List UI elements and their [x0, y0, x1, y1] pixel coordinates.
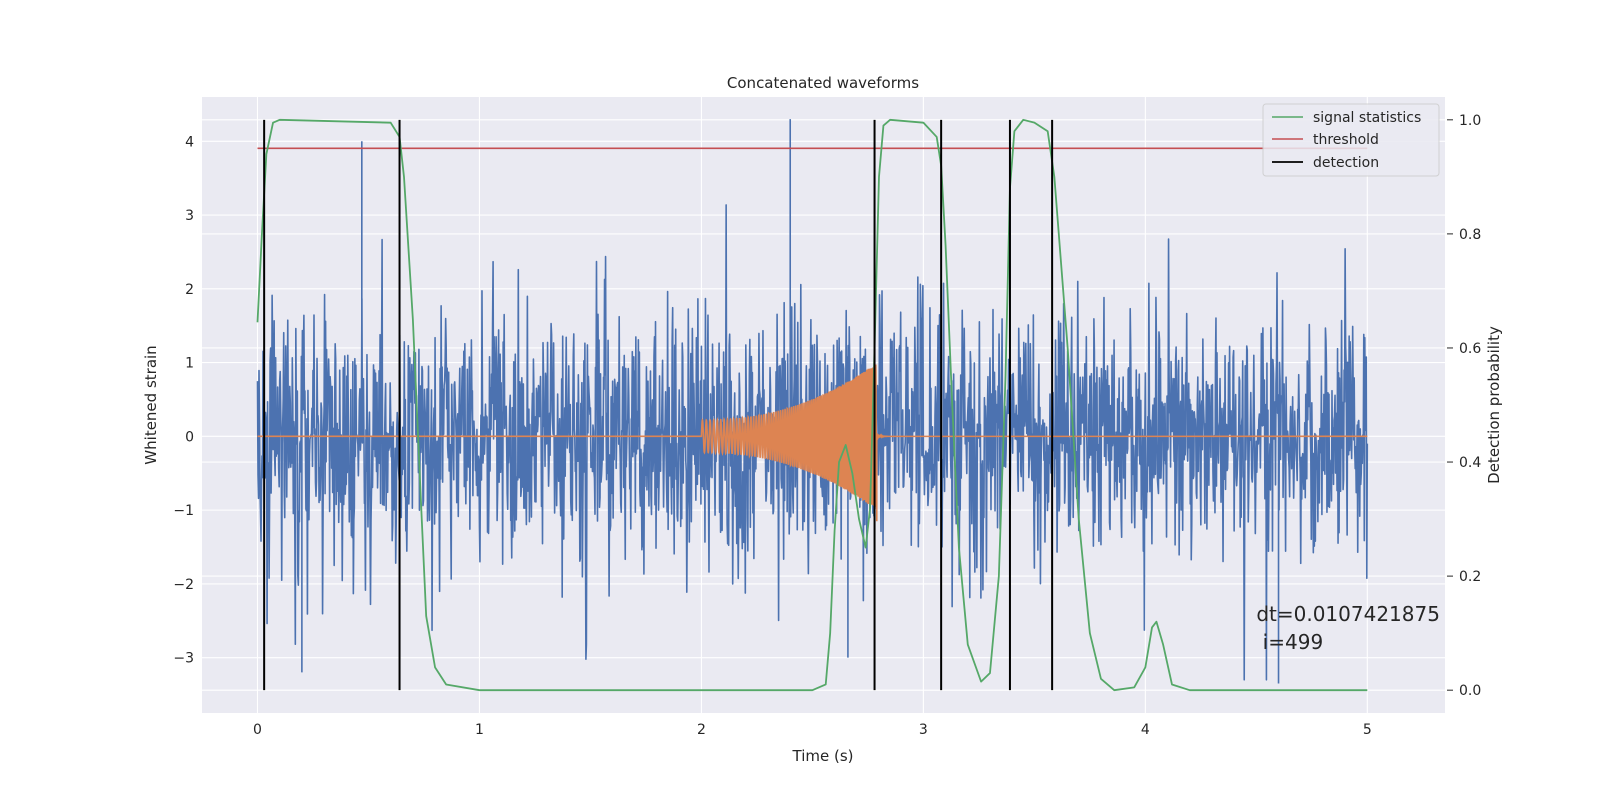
- legend-label-signal-statistics: signal statistics: [1313, 110, 1421, 126]
- x-tick-label: 2: [697, 722, 706, 738]
- x-tick-label: 1: [475, 722, 484, 738]
- x-tick-label: 4: [1141, 722, 1150, 738]
- signal-statistics-line: [256, 118, 1368, 692]
- legend-box: [1262, 103, 1440, 177]
- plot-lines: [256, 118, 1369, 692]
- y-tick-label-left: 4: [185, 134, 194, 150]
- legend-label-threshold: threshold: [1313, 132, 1379, 148]
- y-axis-label-right: Detection probability: [1485, 326, 1503, 484]
- x-tick-label: 3: [919, 722, 928, 738]
- y-tick-label-left: −2: [173, 577, 194, 593]
- y-tick-label-right: 0.2: [1459, 569, 1481, 585]
- y-axis-label-left: Whitened strain: [142, 345, 160, 464]
- x-tick-label: 0: [253, 722, 262, 738]
- chart-title: Concatenated waveforms: [727, 74, 919, 92]
- y-tick-label-right: 0.8: [1459, 227, 1481, 243]
- y-tick-label-left: 2: [185, 282, 194, 298]
- y-tick-label-left: 0: [185, 429, 194, 445]
- y-tick-label-right: 0.0: [1459, 683, 1481, 699]
- chirp-series-line: [257, 364, 1368, 522]
- y-tick-label-left: −3: [173, 651, 194, 667]
- y-tick-label-left: 3: [185, 208, 194, 224]
- annotation-line-1: dt=0.0107421875: [1256, 602, 1440, 626]
- y-tick-label-right: 0.4: [1459, 455, 1481, 471]
- annotation-line-2: i=499: [1256, 630, 1323, 654]
- x-tick-label: 5: [1363, 722, 1372, 738]
- legend-label-detection: detection: [1313, 155, 1379, 171]
- x-axis-label: Time (s): [792, 747, 854, 765]
- ticks: 0 1 2 3 4 5 −3 −2 −1 0 1 2 3 4 0.0 0.2 0.4 0.6 0.8 1.0: [173, 113, 1481, 738]
- y-tick-label-left: −1: [173, 503, 194, 519]
- y-tick-label-right: 1.0: [1459, 113, 1481, 129]
- legend: signal statistics threshold detection: [1262, 103, 1440, 177]
- y-tick-label-right: 0.6: [1459, 341, 1481, 357]
- annotation: dt=0.0107421875 i=499: [1256, 602, 1440, 654]
- y-tick-label-left: 1: [185, 356, 194, 372]
